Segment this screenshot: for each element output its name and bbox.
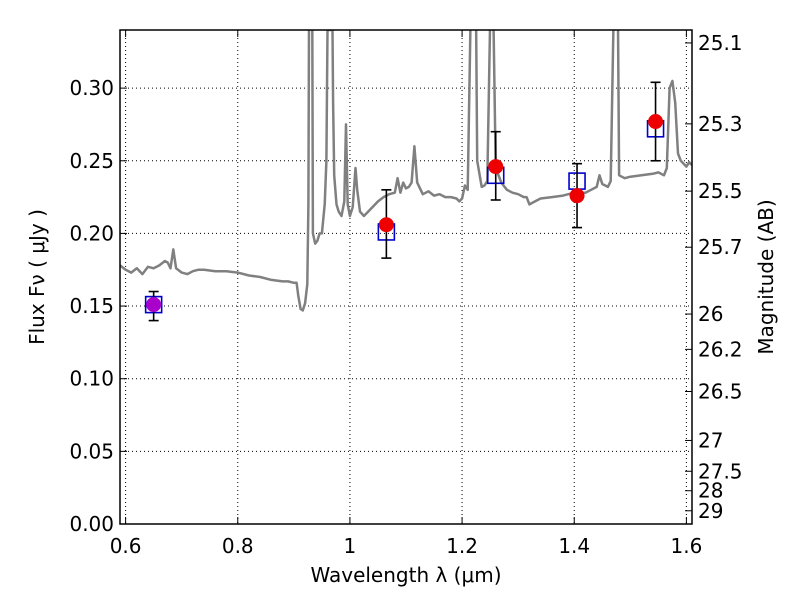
right-tick-label: 25.5 xyxy=(698,179,743,203)
y-tick-label: 0.20 xyxy=(69,221,114,245)
observed-point xyxy=(648,114,664,130)
right-tick-label: 28 xyxy=(698,479,723,503)
right-tick-label: 25.3 xyxy=(698,112,743,136)
x-tick-label: 1.2 xyxy=(446,534,478,558)
spectrum-path xyxy=(120,30,692,312)
right-tick-label: 26.2 xyxy=(698,337,743,361)
right-tick-label: 25.1 xyxy=(698,31,743,55)
observed-point xyxy=(378,217,394,233)
right-tick-label: 27.5 xyxy=(698,459,743,483)
plot-frame xyxy=(119,29,693,525)
x-axis-title: Wavelength λ (μm) xyxy=(310,563,501,587)
right-tick-label: 26 xyxy=(698,302,723,326)
right-tick-label: 26.5 xyxy=(698,379,743,403)
observed-point xyxy=(488,159,504,175)
observed-point xyxy=(146,297,162,313)
right-tick-label: 25.7 xyxy=(698,235,743,259)
x-tick-label: 1.6 xyxy=(670,534,702,558)
y-axis-title: Flux Fν ( μJy ) xyxy=(25,209,49,345)
y-tick-label: 0.15 xyxy=(69,294,114,318)
y-tick-label: 0.10 xyxy=(69,367,114,391)
spectrum-line xyxy=(120,30,692,312)
x-tick-label: 0.6 xyxy=(110,534,142,558)
x-tick-label: 1 xyxy=(344,534,357,558)
x-tick-label: 0.8 xyxy=(222,534,254,558)
observed-point xyxy=(569,188,585,204)
marker-layer xyxy=(144,81,665,322)
tick-layer: 0.6 0.8 1 1.2 1.4 1.6 0.00 0.05 0.10 0.15 0.20 0.25… xyxy=(69,30,743,558)
grid xyxy=(120,30,692,525)
right-axis-title: Magnitude (AB) xyxy=(754,199,778,354)
y-tick-label: 0.30 xyxy=(69,76,114,100)
y-tick-label: 0.00 xyxy=(69,512,114,536)
right-tick-label: 27 xyxy=(698,428,723,452)
y-tick-label: 0.25 xyxy=(69,149,114,173)
x-tick-label: 1.4 xyxy=(558,534,590,558)
right-tick-label: 29 xyxy=(698,499,723,523)
y-tick-label: 0.05 xyxy=(69,439,114,463)
